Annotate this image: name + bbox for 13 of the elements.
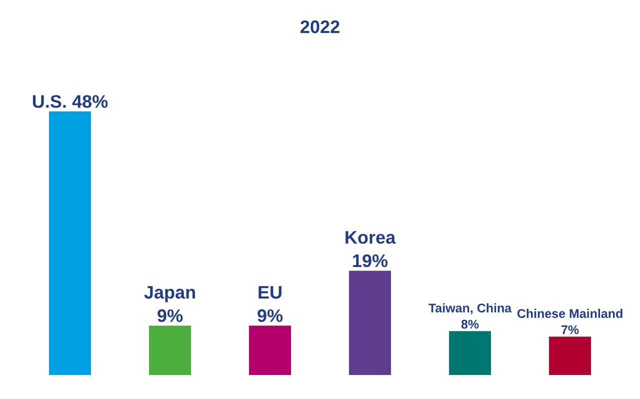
data-label: U.S. 48% bbox=[32, 95, 108, 108]
chart-title: 2022 bbox=[300, 20, 340, 34]
data-label: Taiwan, China 8% bbox=[428, 303, 512, 329]
bar bbox=[349, 270, 391, 376]
bar bbox=[49, 111, 91, 376]
bar bbox=[249, 326, 291, 376]
bar bbox=[149, 326, 191, 376]
bar bbox=[449, 331, 491, 376]
data-label: Japan 9% bbox=[144, 286, 195, 322]
data-label: Chinese Mainland 7% bbox=[517, 308, 622, 334]
data-label: EU 9% bbox=[258, 286, 283, 322]
data-label: Korea 19% bbox=[346, 231, 396, 268]
bar bbox=[549, 336, 591, 376]
